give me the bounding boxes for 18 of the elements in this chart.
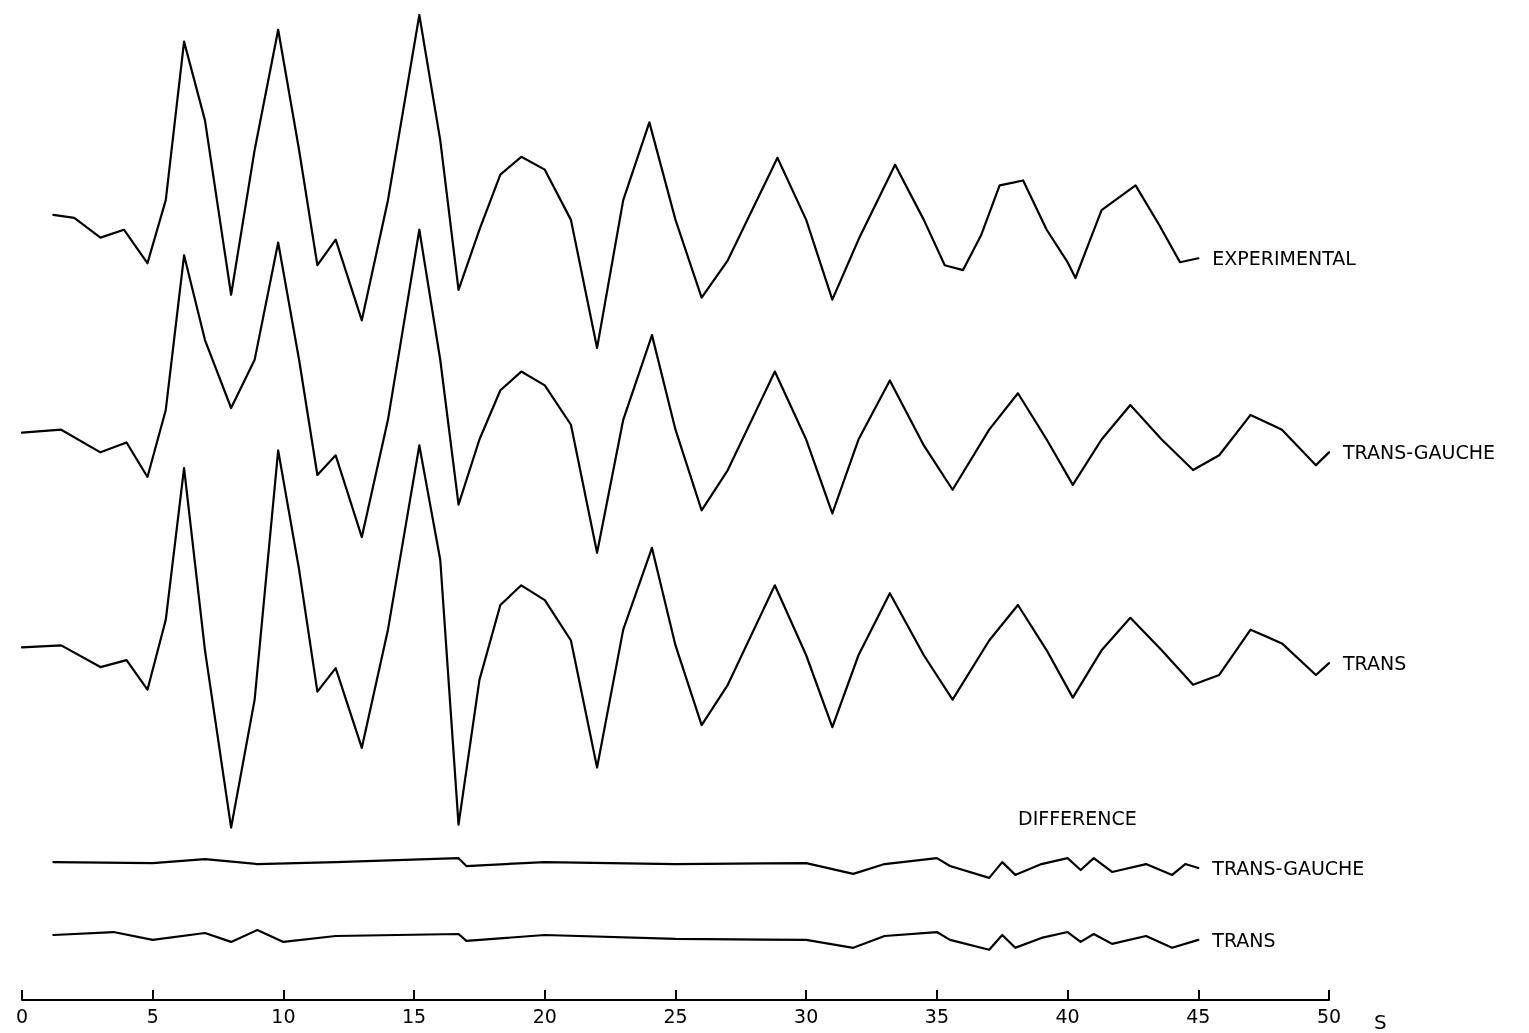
x-tick-label: 10 xyxy=(271,1004,296,1027)
series-label: TRANS xyxy=(1211,928,1276,951)
x-tick-label: 35 xyxy=(924,1004,949,1027)
x-axis-title: S xyxy=(1374,1010,1387,1033)
x-tick-label: 5 xyxy=(146,1004,159,1027)
x-tick-label: 25 xyxy=(663,1004,688,1027)
x-tick-label: 45 xyxy=(1186,1004,1211,1027)
x-tick-label: 15 xyxy=(402,1004,427,1027)
x-tick-label: 20 xyxy=(532,1004,557,1027)
annotation: DIFFERENCE xyxy=(1018,806,1137,829)
series-label: TRANS xyxy=(1342,652,1407,675)
x-tick-label: 30 xyxy=(794,1004,819,1027)
series-label: TRANS-GAUCHE xyxy=(1211,857,1365,880)
x-tick-label: 50 xyxy=(1316,1004,1342,1027)
x-tick-label: 40 xyxy=(1055,1004,1080,1027)
series-label: TRANS-GAUCHE xyxy=(1342,441,1496,464)
series-label: EXPERIMENTAL xyxy=(1212,247,1357,270)
x-tick-label: 0 xyxy=(15,1004,29,1027)
